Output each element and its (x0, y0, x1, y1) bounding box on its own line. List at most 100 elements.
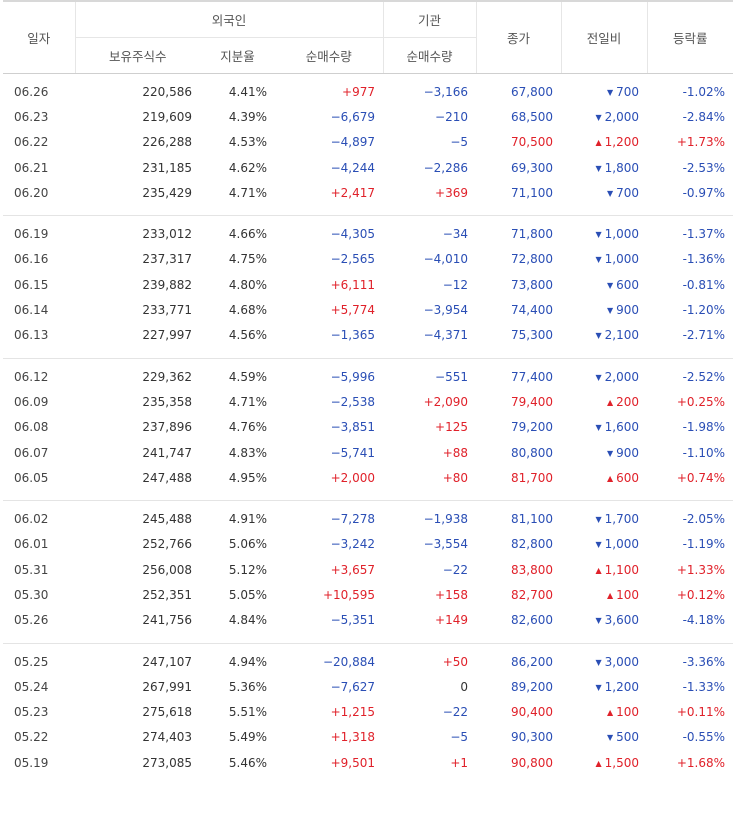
cell-change: ▼ 2,000 (561, 104, 647, 129)
triangle-down-icon: ▼ (595, 112, 602, 122)
cell-date: 06.07 (14, 445, 49, 460)
cell-close: 71,800 (511, 227, 554, 242)
cell-date: 06.15 (14, 277, 49, 292)
cell-close: 82,700 (511, 587, 554, 602)
table-row: 06.08 237,896 4.76% −3,851 +125 79,200 ▼ 1,600 -… (3, 415, 733, 440)
cell-rate: -4.18% (682, 613, 726, 628)
change-value: 2,100 (604, 328, 640, 343)
cell-close: 90,300 (511, 730, 554, 745)
cell-holdings: 247,488 (142, 470, 192, 485)
cell-ratio: 5.46% (228, 755, 267, 770)
cell-holdings: 233,771 (142, 303, 192, 318)
cell-date: 05.22 (14, 730, 49, 745)
cell-rate: +0.74% (676, 470, 726, 485)
cell-change: ▼ 1,200 (561, 674, 647, 699)
cell-ratio: 4.84% (228, 613, 267, 628)
cell-close: 89,200 (511, 679, 554, 694)
cell-change: ▲ 1,200 (561, 130, 647, 155)
cell-holdings: 226,288 (142, 135, 192, 150)
cell-date: 06.22 (14, 135, 49, 150)
cell-foreign-net: +977 (342, 84, 376, 99)
table-row: 05.30 252,351 5.05% +10,595 +158 82,700 ▲ 100 +0… (3, 582, 733, 607)
change-value: 100 (616, 587, 640, 602)
change-value: 1,200 (604, 679, 640, 694)
cell-date: 05.30 (14, 587, 49, 602)
cell-change: ▲ 1,500 (561, 750, 647, 775)
triangle-down-icon: ▼ (595, 372, 602, 382)
cell-date: 05.31 (14, 562, 49, 577)
cell-inst-net: −22 (442, 705, 469, 720)
change-value: 900 (616, 303, 640, 318)
change-value: 1,600 (604, 420, 640, 435)
change-value: 600 (616, 470, 640, 485)
header-holdings: 보유주식수 (74, 37, 200, 74)
cell-holdings: 274,403 (142, 730, 192, 745)
cell-change: ▲ 1,100 (561, 557, 647, 582)
cell-inst-net: −2,286 (423, 160, 469, 175)
cell-foreign-net: +5,774 (330, 303, 376, 318)
cell-rate: -2.52% (682, 369, 726, 384)
cell-date: 06.26 (14, 84, 49, 99)
cell-change: ▼ 2,100 (561, 323, 647, 348)
cell-foreign-net: +1,318 (330, 730, 376, 745)
cell-inst-net: +88 (442, 445, 469, 460)
cell-date: 05.19 (14, 755, 49, 770)
cell-close: 69,300 (511, 160, 554, 175)
cell-change: ▼ 900 (561, 297, 647, 322)
cell-date: 06.13 (14, 328, 49, 343)
cell-rate: -2.53% (682, 160, 726, 175)
cell-change: ▼ 1,800 (561, 155, 647, 180)
cell-inst-net: −34 (442, 227, 469, 242)
cell-close: 82,800 (511, 537, 554, 552)
cell-rate: +1.73% (676, 135, 726, 150)
cell-ratio: 4.68% (228, 303, 267, 318)
cell-ratio: 4.71% (228, 394, 267, 409)
cell-holdings: 219,609 (142, 109, 192, 124)
cell-rate: -1.36% (682, 252, 726, 267)
triangle-down-icon: ▼ (595, 230, 602, 240)
cell-holdings: 235,358 (142, 394, 192, 409)
cell-ratio: 5.51% (228, 705, 267, 720)
cell-inst-net: 0 (460, 679, 469, 694)
cell-holdings: 237,317 (142, 252, 192, 267)
triangle-down-icon: ▼ (595, 616, 602, 626)
table-row: 06.14 233,771 4.68% +5,774 −3,954 74,400 ▼ 900 -… (3, 297, 733, 322)
cell-rate: -2.05% (682, 512, 726, 527)
cell-change: ▼ 3,000 (561, 649, 647, 674)
cell-date: 06.09 (14, 394, 49, 409)
cell-foreign-net: +3,657 (330, 562, 376, 577)
cell-inst-net: +125 (435, 420, 469, 435)
header-foreign-net: 순매수량 (275, 37, 384, 74)
triangle-up-icon: ▲ (606, 708, 614, 718)
cell-ratio: 4.91% (228, 512, 267, 527)
cell-change: ▼ 700 (561, 180, 647, 205)
cell-foreign-net: +2,000 (330, 470, 376, 485)
cell-inst-net: −5 (450, 135, 469, 150)
header-foreign: 외국인 (74, 1, 384, 38)
cell-ratio: 4.94% (228, 654, 267, 669)
cell-foreign-net: +6,111 (330, 277, 376, 292)
triangle-down-icon: ▼ (606, 87, 614, 97)
change-value: 1,100 (604, 562, 640, 577)
change-value: 1,800 (604, 160, 640, 175)
cell-date: 06.02 (14, 512, 49, 527)
triangle-up-icon: ▲ (595, 565, 602, 575)
cell-inst-net: −22 (442, 562, 469, 577)
cell-inst-net: −551 (435, 369, 469, 384)
cell-date: 05.24 (14, 679, 49, 694)
cell-change: ▼ 1,600 (561, 415, 647, 440)
cell-inst-net: +2,090 (423, 394, 469, 409)
cell-close: 70,500 (511, 135, 554, 150)
cell-ratio: 4.76% (228, 420, 267, 435)
cell-change: ▼ 600 (561, 272, 647, 297)
cell-close: 75,300 (511, 328, 554, 343)
triangle-down-icon: ▼ (595, 331, 602, 341)
header-date: 일자 (3, 1, 75, 74)
triangle-down-icon: ▼ (606, 280, 614, 290)
table-row: 05.25 247,107 4.94% −20,884 +50 86,200 ▼ 3,000 -… (3, 649, 733, 674)
cell-rate: -0.81% (682, 277, 726, 292)
table-row: 06.23 219,609 4.39% −6,679 −210 68,500 ▼ 2,000 -… (3, 104, 733, 129)
change-value: 2,000 (604, 369, 640, 384)
cell-close: 73,800 (511, 277, 554, 292)
cell-inst-net: +50 (442, 654, 469, 669)
